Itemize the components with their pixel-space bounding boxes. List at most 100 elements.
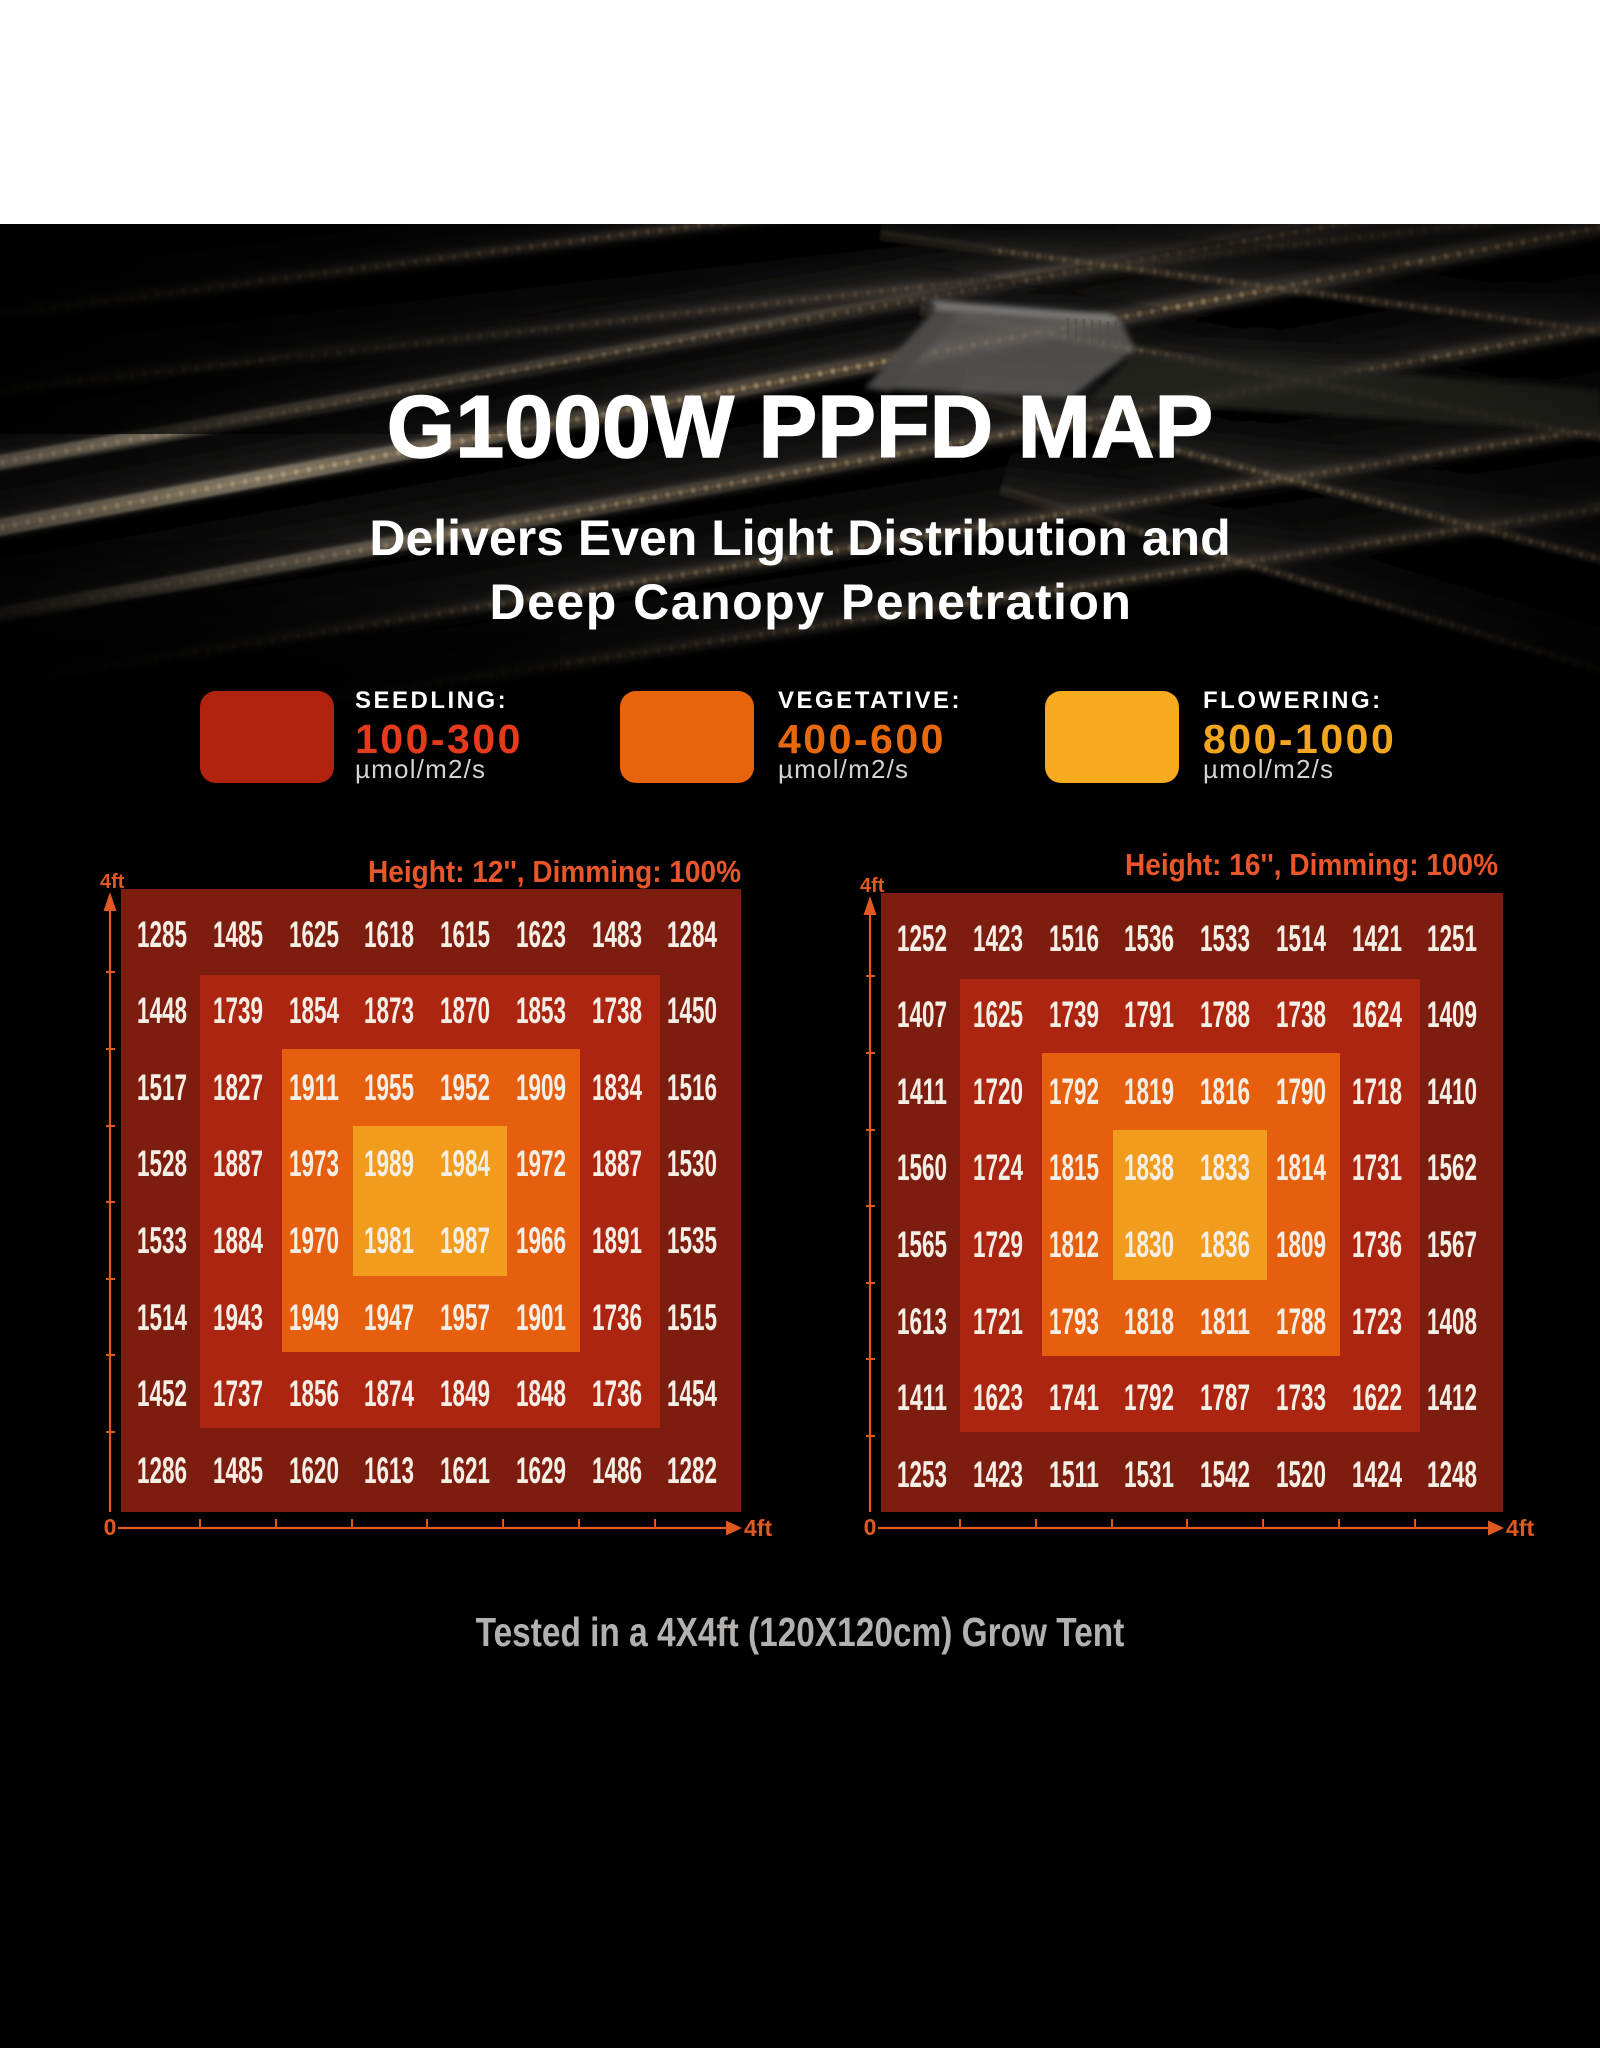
svg-text:1911: 1911 (289, 1067, 339, 1108)
svg-text:1836: 1836 (1200, 1224, 1250, 1265)
svg-text:1565: 1565 (897, 1224, 947, 1265)
svg-text:1423: 1423 (973, 918, 1023, 959)
svg-text:1615: 1615 (440, 914, 490, 955)
svg-text:1454: 1454 (667, 1373, 717, 1414)
svg-text:1791: 1791 (1124, 994, 1174, 1035)
svg-text:1718: 1718 (1352, 1071, 1402, 1112)
svg-text:1560: 1560 (897, 1147, 947, 1188)
svg-text:1818: 1818 (1124, 1301, 1174, 1342)
svg-text:1984: 1984 (440, 1143, 490, 1184)
svg-text:1485: 1485 (213, 914, 263, 955)
svg-text:1887: 1887 (213, 1143, 263, 1184)
svg-text:1870: 1870 (440, 990, 490, 1031)
svg-text:1853: 1853 (516, 990, 566, 1031)
svg-text:1787: 1787 (1200, 1377, 1250, 1418)
svg-text:1737: 1737 (213, 1373, 263, 1414)
svg-text:1248: 1248 (1427, 1454, 1477, 1495)
svg-text:1738: 1738 (1276, 994, 1326, 1035)
svg-text:1421: 1421 (1352, 918, 1402, 959)
svg-text:1793: 1793 (1049, 1301, 1099, 1342)
svg-text:1483: 1483 (592, 914, 642, 955)
svg-text:1814: 1814 (1276, 1147, 1326, 1188)
svg-text:1516: 1516 (1049, 918, 1099, 959)
svg-text:1981: 1981 (364, 1220, 414, 1261)
svg-text:1854: 1854 (289, 990, 339, 1031)
svg-text:1620: 1620 (289, 1450, 339, 1491)
svg-text:1989: 1989 (364, 1143, 414, 1184)
svg-text:1788: 1788 (1200, 994, 1250, 1035)
svg-text:1531: 1531 (1124, 1454, 1174, 1495)
svg-text:1739: 1739 (213, 990, 263, 1031)
svg-text:1408: 1408 (1427, 1301, 1477, 1342)
svg-text:1252: 1252 (897, 918, 947, 959)
svg-text:1528: 1528 (137, 1143, 187, 1184)
svg-text:1282: 1282 (667, 1450, 717, 1491)
svg-text:Height: 12'', Dimming: 100%: Height: 12'', Dimming: 100% (368, 854, 741, 889)
svg-text:1452: 1452 (137, 1373, 187, 1414)
svg-text:1827: 1827 (213, 1067, 263, 1108)
svg-text:1407: 1407 (897, 994, 947, 1035)
svg-text:1739: 1739 (1049, 994, 1099, 1035)
svg-text:1792: 1792 (1049, 1071, 1099, 1112)
svg-text:4ft: 4ft (744, 1515, 772, 1541)
svg-text:1613: 1613 (364, 1450, 414, 1491)
svg-text:1515: 1515 (667, 1297, 717, 1338)
svg-text:1949: 1949 (289, 1297, 339, 1338)
svg-text:1567: 1567 (1427, 1224, 1477, 1265)
svg-text:1622: 1622 (1352, 1377, 1402, 1418)
svg-text:0: 0 (864, 1514, 877, 1540)
svg-text:1409: 1409 (1427, 994, 1477, 1035)
svg-text:1618: 1618 (364, 914, 414, 955)
svg-text:0: 0 (104, 1514, 117, 1540)
svg-text:1424: 1424 (1352, 1454, 1402, 1495)
svg-text:1816: 1816 (1200, 1071, 1250, 1112)
svg-text:1966: 1966 (516, 1220, 566, 1261)
svg-text:1520: 1520 (1276, 1454, 1326, 1495)
svg-text:1815: 1815 (1049, 1147, 1099, 1188)
svg-text:1741: 1741 (1049, 1377, 1099, 1418)
svg-text:1629: 1629 (516, 1450, 566, 1491)
svg-text:1736: 1736 (1352, 1224, 1402, 1265)
svg-text:4ft: 4ft (100, 871, 125, 893)
svg-text:1838: 1838 (1124, 1147, 1174, 1188)
svg-text:1848: 1848 (516, 1373, 566, 1414)
svg-text:1450: 1450 (667, 990, 717, 1031)
svg-text:1514: 1514 (137, 1297, 187, 1338)
svg-text:1819: 1819 (1124, 1071, 1174, 1112)
svg-text:1542: 1542 (1200, 1454, 1250, 1495)
svg-text:1849: 1849 (440, 1373, 490, 1414)
svg-text:1884: 1884 (213, 1220, 263, 1261)
svg-text:1721: 1721 (973, 1301, 1023, 1342)
svg-text:1830: 1830 (1124, 1224, 1174, 1265)
svg-text:1536: 1536 (1124, 918, 1174, 959)
svg-text:1486: 1486 (592, 1450, 642, 1491)
svg-text:1621: 1621 (440, 1450, 490, 1491)
svg-text:1957: 1957 (440, 1297, 490, 1338)
svg-text:1887: 1887 (592, 1143, 642, 1184)
svg-text:1972: 1972 (516, 1143, 566, 1184)
svg-text:1530: 1530 (667, 1143, 717, 1184)
svg-text:1625: 1625 (973, 994, 1023, 1035)
svg-text:1485: 1485 (213, 1450, 263, 1491)
svg-text:1731: 1731 (1352, 1147, 1402, 1188)
svg-text:1973: 1973 (289, 1143, 339, 1184)
svg-text:1535: 1535 (667, 1220, 717, 1261)
svg-text:1562: 1562 (1427, 1147, 1477, 1188)
svg-text:1514: 1514 (1276, 918, 1326, 959)
svg-text:1792: 1792 (1124, 1377, 1174, 1418)
svg-text:1952: 1952 (440, 1067, 490, 1108)
svg-text:1970: 1970 (289, 1220, 339, 1261)
svg-text:1856: 1856 (289, 1373, 339, 1414)
svg-text:1788: 1788 (1276, 1301, 1326, 1342)
svg-text:1410: 1410 (1427, 1071, 1477, 1112)
svg-text:Height: 16'', Dimming: 100%: Height: 16'', Dimming: 100% (1125, 847, 1498, 882)
svg-text:1284: 1284 (667, 914, 717, 955)
svg-text:1286: 1286 (137, 1450, 187, 1491)
svg-text:1790: 1790 (1276, 1071, 1326, 1112)
svg-text:1901: 1901 (516, 1297, 566, 1338)
svg-text:1623: 1623 (973, 1377, 1023, 1418)
svg-text:1533: 1533 (1200, 918, 1250, 959)
svg-text:1251: 1251 (1427, 918, 1477, 959)
svg-text:1624: 1624 (1352, 994, 1402, 1035)
svg-text:1987: 1987 (440, 1220, 490, 1261)
